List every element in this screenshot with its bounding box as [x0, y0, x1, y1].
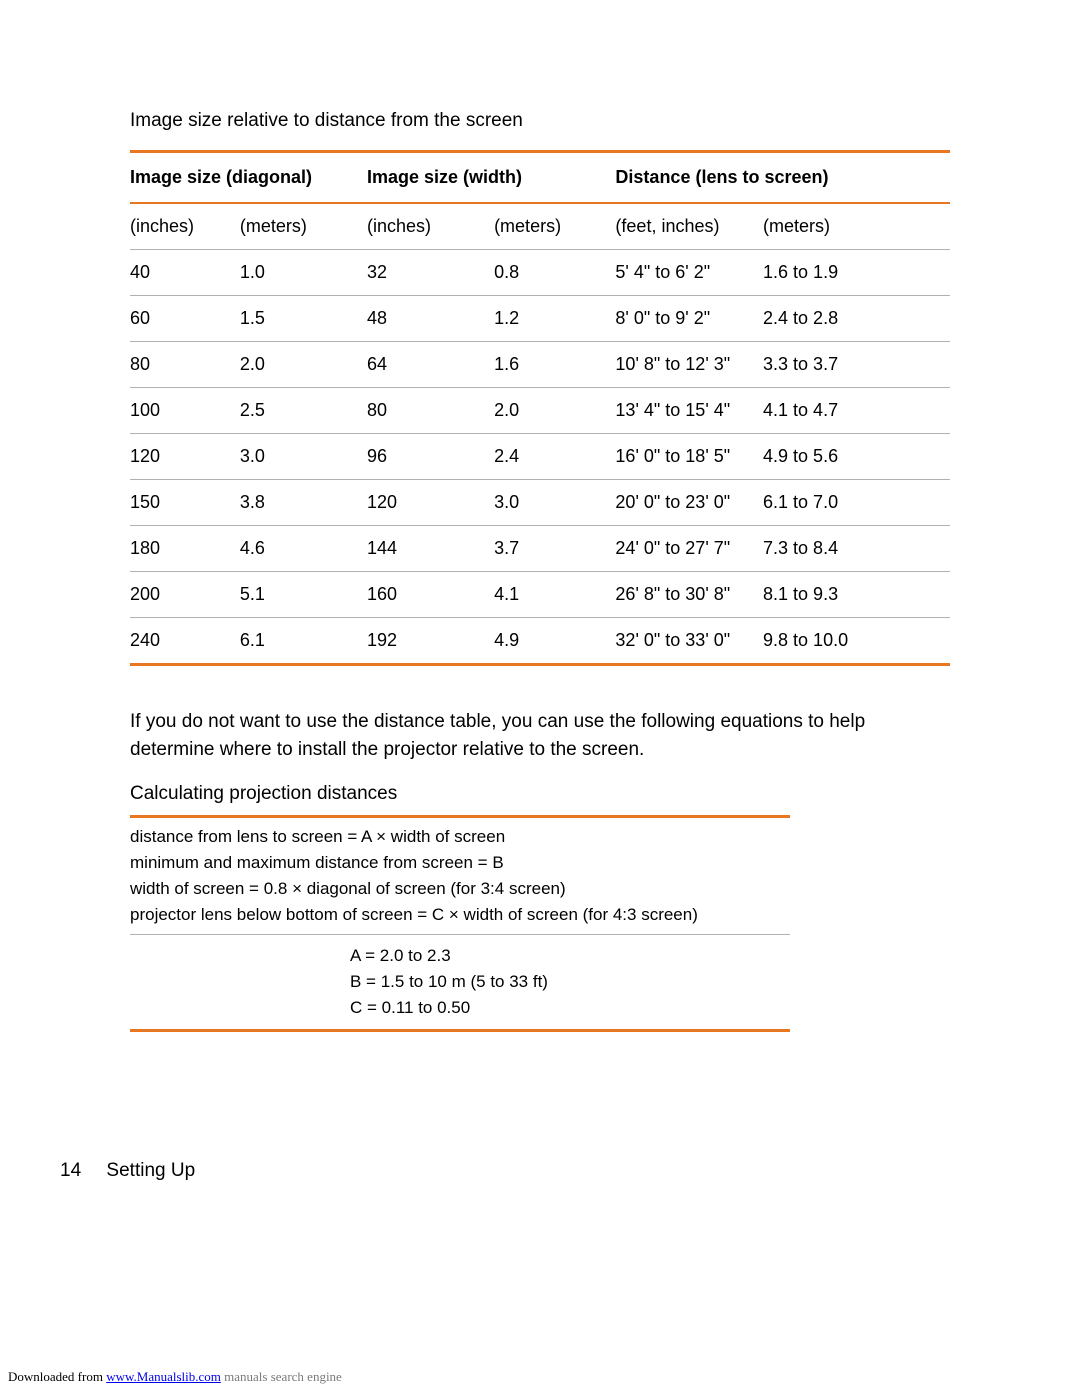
- table-cell: 4.1: [494, 572, 615, 617]
- explanatory-paragraph: If you do not want to use the distance t…: [130, 708, 890, 763]
- calc-equation-line: minimum and maximum distance from screen…: [130, 850, 790, 876]
- table-cell: 8' 0" to 9' 2": [615, 296, 763, 341]
- table-cell: 48: [367, 296, 494, 341]
- table-cell: 80: [130, 342, 240, 387]
- table-cell: 7.3 to 8.4: [763, 526, 950, 571]
- sub-header-cell: (feet, inches): [615, 204, 763, 249]
- table-cell: 1.6 to 1.9: [763, 250, 950, 295]
- download-footer: Downloaded from www.Manualslib.com manua…: [8, 1369, 342, 1385]
- table-cell: 40: [130, 250, 240, 295]
- table-row: 1203.0962.416' 0" to 18' 5"4.9 to 5.6: [130, 434, 950, 479]
- table-cell: 1.6: [494, 342, 615, 387]
- page-footer: 14 Setting Up: [60, 1160, 195, 1182]
- table-cell: 5' 4" to 6' 2": [615, 250, 763, 295]
- table-row: 2406.11924.932' 0" to 33' 0"9.8 to 10.0: [130, 618, 950, 663]
- calc-value-line: B = 1.5 to 10 m (5 to 33 ft): [130, 969, 790, 995]
- table-cell: 16' 0" to 18' 5": [615, 434, 763, 479]
- manualslib-link[interactable]: www.Manualslib.com: [106, 1369, 221, 1384]
- table-cell: 6.1 to 7.0: [763, 480, 950, 525]
- calc-title: Calculating projection distances: [130, 783, 950, 805]
- table-row: 2005.11604.126' 8" to 30' 8"8.1 to 9.3: [130, 572, 950, 617]
- table-cell: 13' 4" to 15' 4": [615, 388, 763, 433]
- calc-equations: distance from lens to screen = A × width…: [130, 818, 790, 934]
- table-cell: 96: [367, 434, 494, 479]
- table-header: Image size (diagonal) Image size (width)…: [130, 153, 950, 202]
- table-cell: 1.2: [494, 296, 615, 341]
- table-cell: 26' 8" to 30' 8": [615, 572, 763, 617]
- sub-header-cell: (meters): [240, 204, 367, 249]
- table-cell: 1.5: [240, 296, 367, 341]
- sub-header-cell: (meters): [494, 204, 615, 249]
- table-cell: 180: [130, 526, 240, 571]
- table-cell: 192: [367, 618, 494, 663]
- col-group-diagonal: Image size (diagonal): [130, 153, 367, 202]
- sub-header-cell: (inches): [130, 204, 240, 249]
- table-cell: 0.8: [494, 250, 615, 295]
- table-cell: 60: [130, 296, 240, 341]
- table-subheader-row: (inches)(meters)(inches)(meters)(feet, i…: [130, 204, 950, 249]
- col-group-distance: Distance (lens to screen): [615, 153, 950, 202]
- table-cell: 80: [367, 388, 494, 433]
- calc-box: distance from lens to screen = A × width…: [130, 815, 790, 1032]
- calc-equation-line: projector lens below bottom of screen = …: [130, 902, 790, 928]
- page-section: Setting Up: [106, 1160, 195, 1181]
- table-cell: 2.4 to 2.8: [763, 296, 950, 341]
- table-cell: 9.8 to 10.0: [763, 618, 950, 663]
- calc-equation-line: distance from lens to screen = A × width…: [130, 824, 790, 850]
- table-row: 802.0641.610' 8" to 12' 3"3.3 to 3.7: [130, 342, 950, 387]
- table-title: Image size relative to distance from the…: [130, 110, 950, 132]
- calc-value-line: A = 2.0 to 2.3: [130, 943, 790, 969]
- table-cell: 2.0: [240, 342, 367, 387]
- table-cell: 20' 0" to 23' 0": [615, 480, 763, 525]
- table-cell: 2.0: [494, 388, 615, 433]
- table-row: 1503.81203.020' 0" to 23' 0"6.1 to 7.0: [130, 480, 950, 525]
- table-cell: 3.8: [240, 480, 367, 525]
- table-cell: 2.4: [494, 434, 615, 479]
- sub-header-cell: (meters): [763, 204, 950, 249]
- table-cell: 160: [367, 572, 494, 617]
- table-row: 1002.5802.013' 4" to 15' 4"4.1 to 4.7: [130, 388, 950, 433]
- calc-values: A = 2.0 to 2.3B = 1.5 to 10 m (5 to 33 f…: [130, 935, 790, 1029]
- table-cell: 1.0: [240, 250, 367, 295]
- table-cell: 144: [367, 526, 494, 571]
- table-bottom-rule: [130, 663, 950, 666]
- document-page: Image size relative to distance from the…: [0, 0, 1080, 1397]
- table-cell: 24' 0" to 27' 7": [615, 526, 763, 571]
- sub-header-cell: (inches): [367, 204, 494, 249]
- table-cell: 3.3 to 3.7: [763, 342, 950, 387]
- table-cell: 6.1: [240, 618, 367, 663]
- table-body: (inches)(meters)(inches)(meters)(feet, i…: [130, 202, 950, 663]
- table-row: 401.0320.85' 4" to 6' 2"1.6 to 1.9: [130, 250, 950, 295]
- table-cell: 120: [367, 480, 494, 525]
- table-cell: 3.0: [240, 434, 367, 479]
- table-cell: 4.1 to 4.7: [763, 388, 950, 433]
- table-cell: 32' 0" to 33' 0": [615, 618, 763, 663]
- table-cell: 4.6: [240, 526, 367, 571]
- page-number: 14: [60, 1160, 81, 1181]
- table-row: 1804.61443.724' 0" to 27' 7"7.3 to 8.4: [130, 526, 950, 571]
- table-cell: 2.5: [240, 388, 367, 433]
- table-cell: 5.1: [240, 572, 367, 617]
- table-cell: 150: [130, 480, 240, 525]
- calc-equation-line: width of screen = 0.8 × diagonal of scre…: [130, 876, 790, 902]
- dl-prefix: Downloaded from: [8, 1369, 106, 1384]
- dl-suffix: manuals search engine: [221, 1369, 342, 1384]
- table-cell: 8.1 to 9.3: [763, 572, 950, 617]
- calc-bottom-rule: [130, 1029, 790, 1032]
- table-cell: 4.9: [494, 618, 615, 663]
- col-group-width: Image size (width): [367, 153, 615, 202]
- table-row: 601.5481.28' 0" to 9' 2"2.4 to 2.8: [130, 296, 950, 341]
- table-cell: 3.7: [494, 526, 615, 571]
- table-cell: 10' 8" to 12' 3": [615, 342, 763, 387]
- table-cell: 120: [130, 434, 240, 479]
- table-cell: 100: [130, 388, 240, 433]
- table-cell: 32: [367, 250, 494, 295]
- image-size-table: Image size (diagonal) Image size (width)…: [130, 153, 950, 663]
- table-cell: 4.9 to 5.6: [763, 434, 950, 479]
- table-cell: 3.0: [494, 480, 615, 525]
- calc-value-line: C = 0.11 to 0.50: [130, 995, 790, 1021]
- table-cell: 240: [130, 618, 240, 663]
- table-cell: 200: [130, 572, 240, 617]
- table-cell: 64: [367, 342, 494, 387]
